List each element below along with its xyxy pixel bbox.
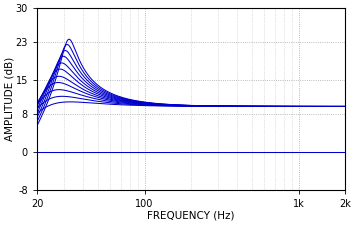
X-axis label: FREQUENCY (Hz): FREQUENCY (Hz) [147,211,235,221]
Y-axis label: AMPLITUDE (dB): AMPLITUDE (dB) [4,57,14,142]
